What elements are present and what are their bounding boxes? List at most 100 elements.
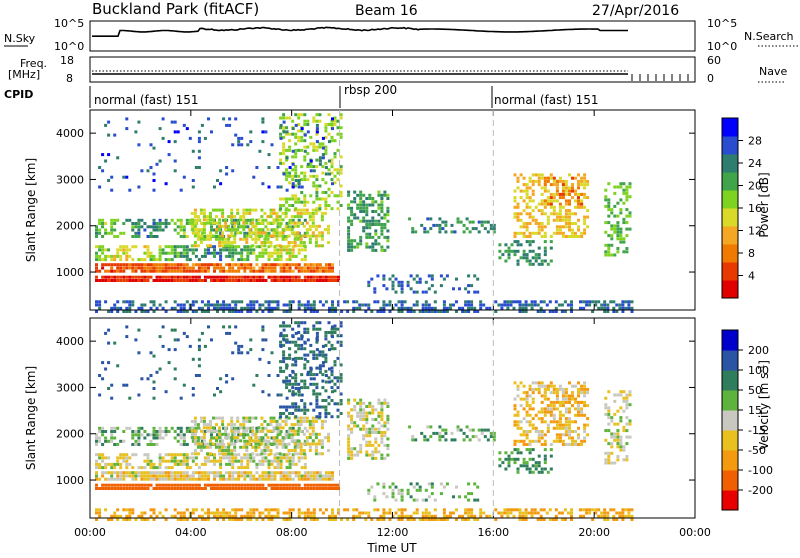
power-cell (194, 235, 197, 238)
power-cell (198, 140, 201, 143)
power-cell (251, 218, 254, 221)
power-cell (367, 304, 370, 307)
power-cell (191, 218, 194, 221)
velocity-cell (541, 471, 544, 474)
power-cell (622, 221, 625, 224)
velocity-cell (292, 484, 295, 487)
power-cell (529, 177, 532, 180)
velocity-cell (243, 487, 246, 490)
velocity-cell (467, 508, 470, 511)
velocity-cell (337, 409, 340, 412)
power-cell (449, 307, 452, 310)
velocity-cell (610, 419, 613, 422)
power-cell (98, 219, 101, 222)
velocity-cell (198, 478, 201, 481)
power-cell (484, 227, 487, 230)
velocity-cell (239, 426, 242, 429)
power-cell (544, 190, 547, 193)
velocity-cell (122, 478, 125, 481)
velocity-cell (337, 376, 340, 379)
power-cell (168, 258, 171, 261)
power-cell (616, 202, 619, 205)
power-cell (319, 276, 322, 279)
velocity-cell (568, 433, 571, 436)
velocity-cell (359, 444, 362, 447)
power-cell (165, 182, 168, 185)
velocity-cell (206, 446, 209, 449)
power-cell (209, 235, 212, 238)
velocity-cell (101, 427, 104, 430)
velocity-cell (233, 449, 236, 452)
velocity-cell (159, 368, 162, 371)
velocity-cell (407, 515, 410, 518)
velocity-cell (449, 515, 452, 518)
power-cell (203, 238, 206, 241)
power-cell (619, 182, 622, 185)
power-cell (607, 215, 610, 218)
power-cell (104, 279, 107, 282)
velocity-cell (201, 508, 204, 511)
velocity-cell (362, 437, 365, 440)
velocity-cell (203, 436, 206, 439)
power-cell (140, 270, 143, 273)
power-cell (307, 304, 310, 307)
velocity-cell (508, 461, 511, 464)
velocity-cell (315, 373, 318, 376)
velocity-cell (107, 484, 110, 487)
power-cell (147, 252, 150, 255)
power-cell (264, 225, 267, 228)
power-cell (128, 255, 131, 258)
power-cell (580, 235, 583, 238)
power-cell (300, 244, 303, 247)
power-cell (207, 267, 210, 270)
power-cell (282, 152, 285, 155)
power-cell (268, 166, 271, 169)
velocity-cell (195, 487, 198, 490)
power-cell (374, 220, 377, 223)
nsky-panel-frame (90, 21, 695, 51)
velocity-cell (260, 439, 263, 442)
velocity-cell (556, 440, 559, 443)
power-cell (171, 263, 174, 266)
velocity-cell (513, 508, 516, 511)
velocity-cell (153, 387, 156, 390)
velocity-cell (267, 443, 270, 446)
power-cell (312, 181, 315, 184)
velocity-cell (240, 463, 243, 466)
power-heatmap (95, 113, 634, 313)
power-cell (306, 123, 309, 126)
power-cell (395, 278, 398, 281)
velocity-cell (183, 443, 186, 446)
power-cell (315, 207, 318, 210)
power-cell (603, 300, 606, 303)
power-cell (116, 156, 119, 159)
power-cell (280, 186, 283, 189)
velocity-cell (140, 466, 143, 469)
velocity-cell (540, 508, 543, 511)
power-cell (280, 137, 283, 140)
velocity-cell (271, 487, 274, 490)
velocity-cell (373, 495, 376, 498)
power-cell (177, 304, 180, 307)
velocity-cell (215, 436, 218, 439)
velocity-cell (292, 463, 295, 466)
velocity-cell (328, 376, 331, 379)
velocity-cell (577, 414, 580, 417)
power-cell (517, 260, 520, 263)
power-cell (422, 304, 425, 307)
velocity-cell (274, 515, 277, 518)
velocity-cell (171, 487, 174, 490)
velocity-cell (353, 447, 356, 450)
power-cell (537, 304, 540, 307)
velocity-cell (280, 463, 283, 466)
power-cell (523, 222, 526, 225)
velocity-cell (221, 420, 224, 423)
velocity-cell (113, 512, 116, 515)
velocity-cell (156, 478, 159, 481)
power-cell (277, 279, 280, 282)
velocity-cell (273, 426, 276, 429)
power-cell (558, 304, 561, 307)
velocity-cell (350, 450, 353, 453)
power-cell (619, 186, 622, 189)
velocity-cell (451, 438, 454, 441)
